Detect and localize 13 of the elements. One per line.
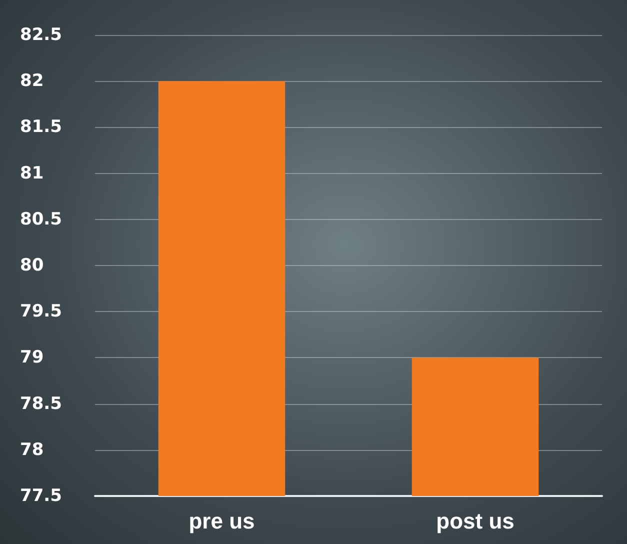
x-tick-label: pre us: [188, 508, 255, 534]
x-tick-label: post us: [436, 508, 514, 534]
y-tick-label: 82.5: [20, 25, 62, 45]
y-tick-label: 79.5: [20, 302, 62, 322]
y-tick-label: 77.5: [20, 486, 62, 506]
y-tick-label: 79: [20, 348, 44, 368]
y-tick-label: 81.5: [20, 117, 62, 138]
y-tick-label: 80: [20, 256, 44, 276]
y-tick-label: 81: [20, 163, 44, 184]
y-tick-label: 80.5: [20, 209, 62, 230]
y-tick-label: 78.5: [20, 394, 62, 414]
y-tick-label: 82: [20, 71, 44, 92]
y-tick-label: 78: [20, 440, 44, 460]
